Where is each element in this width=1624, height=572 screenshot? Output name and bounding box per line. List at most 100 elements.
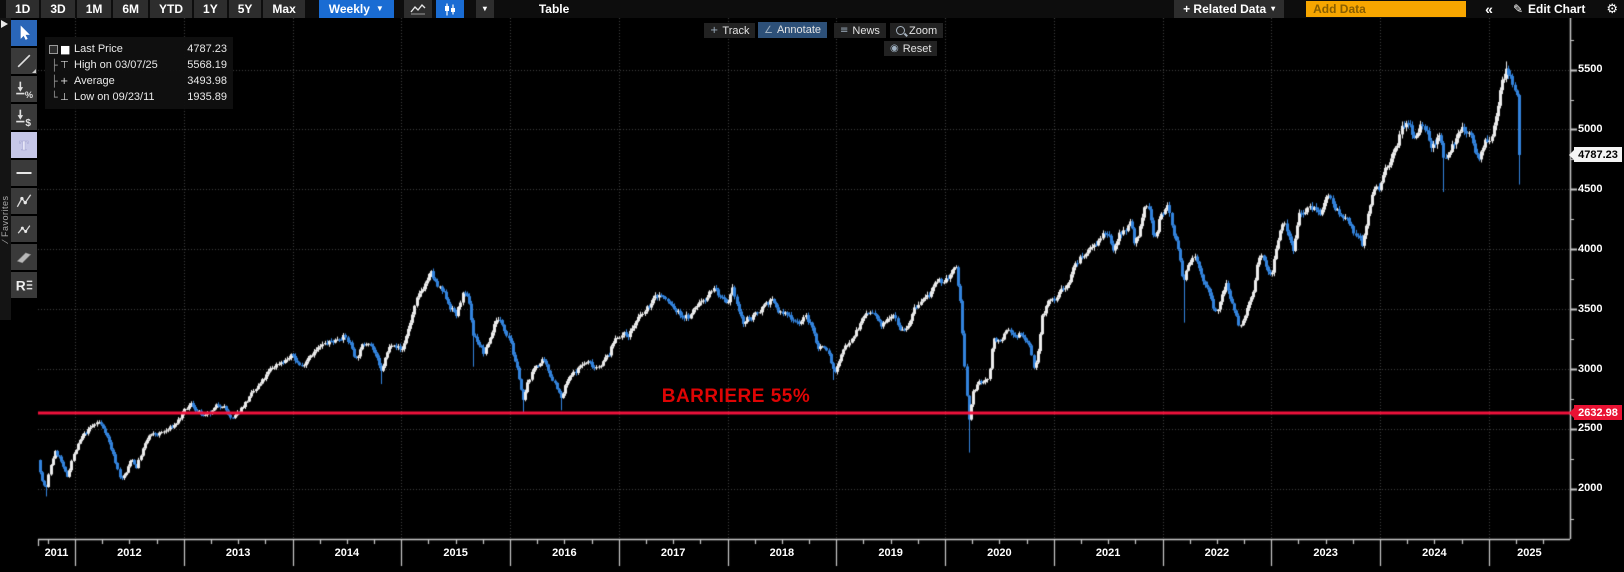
range-button-1d[interactable]: 1D <box>6 0 40 18</box>
percent-annotation-icon: % <box>16 81 33 100</box>
zoom-label: Zoom <box>909 24 938 37</box>
crosshair-icon: + <box>710 25 719 36</box>
toolbar-right-group: + Related Data ▾ « ✎ Edit Chart ⚙ <box>1174 0 1624 18</box>
y-axis-label: 3000 <box>1578 362 1603 375</box>
related-data-dropdown[interactable]: + Related Data ▾ <box>1174 0 1285 18</box>
legend-label: Average <box>74 75 115 87</box>
range-button-1y[interactable]: 1Y <box>194 0 227 18</box>
track-button[interactable]: + Track <box>704 23 756 38</box>
polyline-tool-button[interactable] <box>11 188 37 214</box>
range-button-6m[interactable]: 6M <box>113 0 149 18</box>
svg-text:T: T <box>20 138 29 153</box>
range-button-5y[interactable]: 5Y <box>228 0 262 18</box>
zoom-button[interactable]: Zoom <box>890 23 944 38</box>
sidebar-expand-icon[interactable] <box>1 20 8 28</box>
cursor-icon <box>20 25 30 40</box>
high-marker-icon: ⊤ <box>60 59 69 71</box>
average-marker-icon: + <box>60 75 69 87</box>
tree-branch-icon: ├ <box>51 58 58 72</box>
price-annotation-icon: $ <box>16 109 31 128</box>
legend-value: 5568.19 <box>187 59 227 71</box>
regression-icon: R <box>16 279 33 294</box>
gear-icon[interactable]: ⚙ <box>1606 1 1618 17</box>
range-button-ytd[interactable]: YTD <box>150 0 193 18</box>
range-button-1m[interactable]: 1M <box>76 0 112 18</box>
legend-row-average: ├ + Average 3493.98 <box>51 73 227 89</box>
frequency-label: Weekly <box>328 2 370 16</box>
edit-chart-button[interactable]: ✎ Edit Chart <box>1504 0 1594 18</box>
chevron-down-icon: ▼ <box>375 4 384 13</box>
y-axis-label: 2500 <box>1578 422 1603 435</box>
x-axis-label: 2012 <box>117 547 142 559</box>
low-marker-icon: ⊥ <box>60 91 69 103</box>
svg-text:R: R <box>16 279 26 294</box>
chevron-down-icon: ▾ <box>1271 4 1276 13</box>
y-axis-label: 4000 <box>1578 242 1603 255</box>
reset-dot-icon: ◉ <box>890 43 899 54</box>
tool-buttons: % $ T <box>11 20 37 300</box>
x-axis-label: 2011 <box>44 547 69 559</box>
legend-collapse-box[interactable] <box>49 45 58 54</box>
chart-type-more-dropdown[interactable]: ▾ <box>475 0 494 18</box>
polyline-icon <box>16 194 32 208</box>
candlestick-chart-type-button[interactable] <box>435 0 464 18</box>
legend-row-low: └ ⊥ Low on 09/23/11 1935.89 <box>51 89 227 105</box>
regression-tool-button[interactable]: R <box>11 272 37 298</box>
annotate-label: Annotate <box>776 24 822 36</box>
x-axis-label: 2023 <box>1313 547 1338 559</box>
y-axis-label: 3500 <box>1578 302 1603 315</box>
x-axis-label: 2021 <box>1095 547 1121 559</box>
legend-row-high: ├ ⊤ High on 03/07/25 5568.19 <box>51 57 227 73</box>
favorites-strip[interactable]: ∕ Favorites <box>0 18 11 320</box>
horizontal-line-tool-button[interactable] <box>11 160 37 186</box>
y-axis-label: 2000 <box>1578 482 1603 495</box>
range-button-3d[interactable]: 3D <box>41 0 75 18</box>
y-axis-label: 4500 <box>1578 182 1603 195</box>
x-axis-label: 2017 <box>660 547 686 559</box>
legend-value: 1935.89 <box>187 91 227 103</box>
segment-icon <box>17 225 31 234</box>
edit-chart-label: Edit Chart <box>1528 2 1586 16</box>
x-axis-label: 2015 <box>443 547 468 559</box>
trend-line-tool-button[interactable] <box>11 48 37 74</box>
track-label: Track <box>722 24 750 37</box>
collapse-panel-button[interactable]: « <box>1485 1 1493 17</box>
reset-label: Reset <box>902 42 932 55</box>
x-axis-label: 2016 <box>552 547 577 559</box>
chevron-down-icon: ▾ <box>482 4 487 13</box>
svg-text:%: % <box>25 90 33 100</box>
barrier-annotation-text[interactable]: BARRIERE 55% <box>661 385 811 407</box>
last-price-axis-badge: 4787.23 <box>1569 147 1622 163</box>
range-button-max[interactable]: Max <box>263 0 305 18</box>
barrier-axis-badge: 2632.98 <box>1569 405 1622 421</box>
percent-annotation-tool-button[interactable]: % <box>11 76 37 102</box>
magnifier-icon <box>896 26 905 35</box>
cursor-tool-button[interactable] <box>11 20 37 46</box>
add-data-input[interactable] <box>1306 1 1467 17</box>
text-tool-button[interactable]: T <box>11 132 37 158</box>
annotate-button[interactable]: ∠ Annotate <box>758 22 828 38</box>
legend-value: 4787.23 <box>187 43 227 55</box>
table-button[interactable]: Table <box>538 2 570 16</box>
svg-text:$: $ <box>25 118 31 128</box>
x-axis-label: 2018 <box>769 547 795 559</box>
x-axis-label: 2024 <box>1422 547 1447 559</box>
frequency-dropdown[interactable]: Weekly ▼ <box>318 0 394 18</box>
chart-legend[interactable]: ■ Last Price 4787.23 ├ ⊤ High on 03/07/2… <box>45 37 233 109</box>
favorites-label: ∕ Favorites <box>0 195 10 243</box>
price-annotation-tool-button[interactable]: $ <box>11 104 37 130</box>
line-chart-type-button[interactable] <box>403 0 432 18</box>
channel-icon <box>16 252 32 264</box>
channel-tool-button[interactable] <box>11 244 37 270</box>
news-button[interactable]: ≡ News <box>834 23 886 38</box>
pencil-icon: ✎ <box>1512 2 1523 16</box>
line-chart-icon <box>410 3 426 15</box>
x-axis-label: 2019 <box>878 547 903 559</box>
angle-pencil-icon: ∠ <box>764 24 773 36</box>
related-data-label: + Related Data <box>1183 2 1267 16</box>
segment-tool-button[interactable] <box>11 216 37 242</box>
legend-label: Last Price <box>74 43 123 55</box>
legend-label: High on 03/07/25 <box>74 59 158 71</box>
reset-button[interactable]: ◉ Reset <box>884 41 938 56</box>
